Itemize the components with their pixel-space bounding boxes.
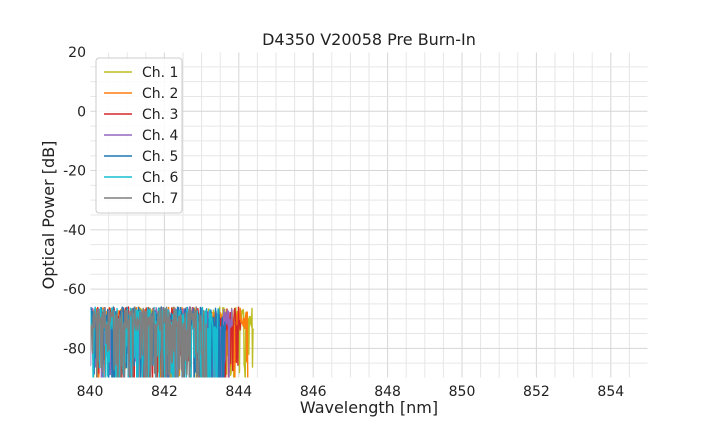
legend-box	[95, 57, 183, 214]
legend-label: Ch. 6	[142, 170, 179, 186]
x-tick-label: 850	[449, 384, 476, 400]
x-tick-label: 842	[151, 384, 178, 400]
x-axis-label: Wavelength [nm]	[300, 398, 438, 417]
x-tick-label: 840	[77, 384, 104, 400]
y-axis-label: Optical Power [dB]	[39, 141, 58, 290]
x-tick-label: 846	[300, 384, 327, 400]
legend-label: Ch. 5	[142, 149, 178, 165]
y-tick-label: -20	[63, 164, 86, 180]
legend-label: Ch. 1	[142, 65, 178, 81]
legend-label: Ch. 4	[142, 128, 179, 144]
series-line	[90, 306, 208, 378]
legend-label: Ch. 3	[142, 107, 178, 123]
y-tick-label: -40	[63, 223, 86, 239]
y-tick-label: -60	[63, 282, 86, 298]
chart-title: D4350 V20058 Pre Burn-In	[262, 30, 476, 49]
series-lines	[90, 306, 255, 378]
legend-label: Ch. 2	[142, 86, 178, 102]
x-tick-label: 848	[374, 384, 401, 400]
y-tick-label: 0	[77, 104, 86, 120]
tick-labels: 840 842 844 846 848 850 852 854 20 0 -20 -40 -60 -80	[63, 45, 624, 400]
x-tick-label: 854	[597, 384, 624, 400]
legend-label: Ch. 7	[142, 191, 178, 207]
x-tick-label: 844	[225, 384, 252, 400]
legend: Ch. 1 Ch. 2 Ch. 3 Ch. 4 Ch. 5 Ch. 6 Ch. 7	[95, 57, 183, 214]
y-tick-label: -80	[63, 341, 86, 357]
x-tick-label: 852	[523, 384, 550, 400]
plot-frame	[89, 51, 649, 379]
y-tick-label: 20	[68, 45, 86, 61]
